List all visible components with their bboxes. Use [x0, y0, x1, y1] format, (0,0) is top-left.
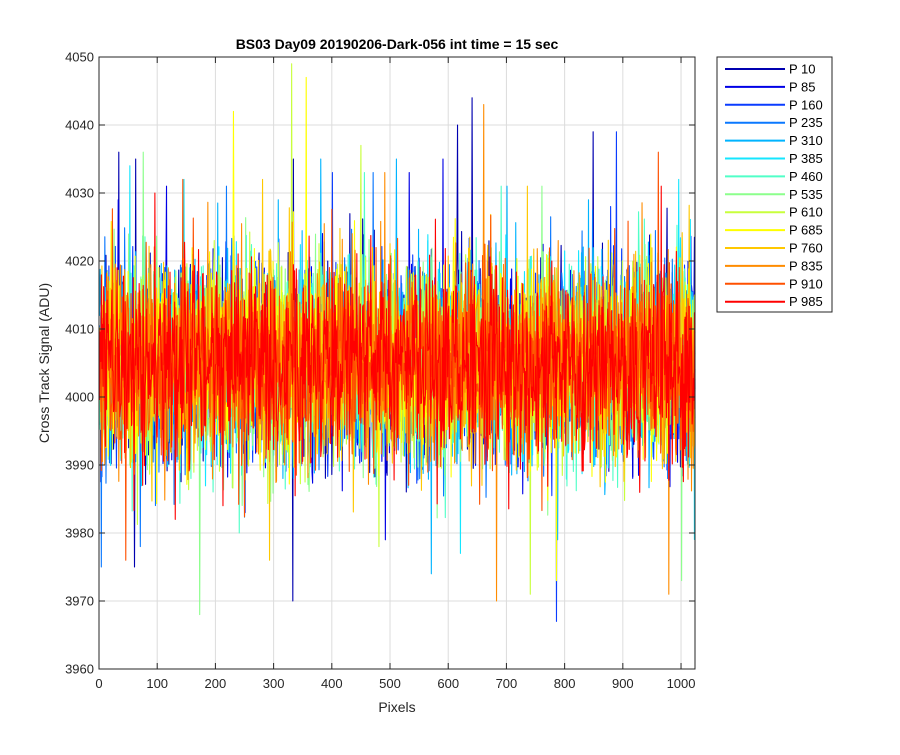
legend-label: P 460 — [789, 169, 823, 184]
legend-label: P 85 — [789, 79, 816, 94]
plot-area-frame — [98, 56, 696, 670]
x-tick-label: 0 — [95, 676, 102, 691]
y-axis-label: Cross Track Signal (ADU) — [36, 283, 52, 443]
chart-title: BS03 Day09 20190206-Dark-056 int time = … — [236, 36, 559, 52]
legend-label: P 310 — [789, 133, 823, 148]
legend-label: P 160 — [789, 97, 823, 112]
legend-label: P 385 — [789, 151, 823, 166]
legend-label: P 760 — [789, 241, 823, 256]
x-tick-label: 1000 — [667, 676, 696, 691]
x-tick-label: 600 — [437, 676, 459, 691]
x-tick-label: 400 — [321, 676, 343, 691]
x-tick-label: 200 — [205, 676, 227, 691]
legend-box — [716, 56, 833, 313]
legend: P 10 P 85 P 160 P 235 P 310 P 385 P 460 P 535 P … — [716, 56, 833, 313]
tick-layer: 0 100 200 300 400 500 600 700 800 900 1000 3960 3970… — [65, 50, 695, 692]
y-tick-label: 4040 — [65, 118, 94, 133]
y-tick-label: 4000 — [65, 390, 94, 405]
y-tick-label: 3960 — [65, 662, 94, 677]
legend-label: P 685 — [789, 223, 823, 238]
y-tick-label: 3980 — [65, 526, 94, 541]
y-tick-label: 4020 — [65, 254, 94, 269]
y-tick-label: 3970 — [65, 594, 94, 609]
x-axis-label: Pixels — [378, 699, 415, 715]
y-tick-label: 3990 — [65, 458, 94, 473]
legend-label: P 235 — [789, 115, 823, 130]
legend-label: P 835 — [789, 258, 823, 273]
x-tick-label: 500 — [379, 676, 401, 691]
legend-label: P 610 — [789, 205, 823, 220]
x-tick-label: 900 — [612, 676, 634, 691]
x-tick-label: 100 — [146, 676, 168, 691]
x-tick-label: 800 — [554, 676, 576, 691]
data-layer — [99, 63, 696, 622]
legend-label: P 985 — [789, 294, 823, 309]
y-tick-label: 4010 — [65, 322, 94, 337]
y-tick-label: 4030 — [65, 186, 94, 201]
x-tick-label: 300 — [263, 676, 285, 691]
y-tick-label: 4050 — [65, 50, 94, 65]
series-line-p985 — [99, 185, 696, 520]
x-tick-label: 700 — [496, 676, 518, 691]
legend-label: P 10 — [789, 62, 816, 77]
legend-label: P 910 — [789, 276, 823, 291]
legend-label: P 535 — [789, 187, 823, 202]
